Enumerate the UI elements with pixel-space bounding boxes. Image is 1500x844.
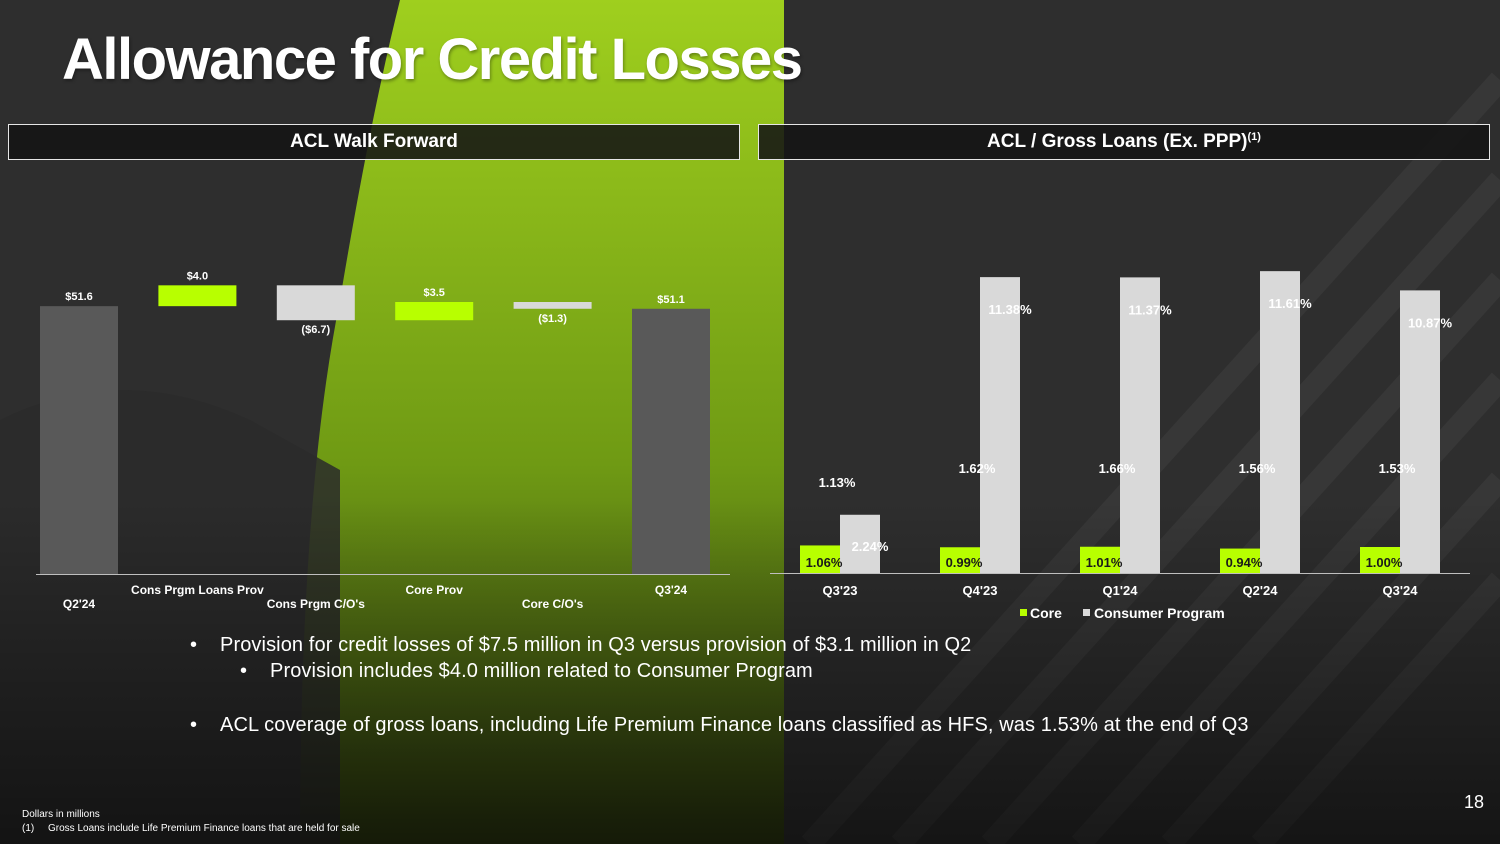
bullet-marker: • [240, 660, 248, 682]
acl-category-label: Q3'23 [823, 583, 858, 598]
waterfall-bar [395, 301, 474, 321]
consumer-program-data-label: 2.24% [852, 539, 889, 554]
waterfall-category-label: Core C/O's [522, 597, 584, 611]
footnotes: Dollars in millions (1) Gross Loans inclu… [22, 808, 360, 836]
core-bar [800, 545, 840, 573]
footnote-units: Dollars in millions [22, 809, 100, 820]
legend-label-core: Core [1030, 605, 1062, 621]
consumer-program-data-label: 11.37% [1128, 302, 1172, 317]
core-data-label: 1.01% [1086, 555, 1123, 570]
consumer-program-data-label: 11.38% [988, 302, 1032, 317]
page-title: Allowance for Credit Losses [62, 27, 803, 92]
core-bar [1080, 546, 1120, 573]
waterfall-category-label: Core Prov [406, 583, 464, 597]
footnote-1: (1) Gross Loans include Life Premium Fina… [22, 822, 360, 836]
core-data-label: 0.99% [946, 555, 983, 570]
total-acl-label: 1.53% [1379, 461, 1416, 476]
acl-category-label: Q3'24 [1383, 583, 1419, 598]
core-data-label: 1.00% [1366, 555, 1403, 570]
core-data-label: 0.94% [1226, 555, 1263, 570]
waterfall-data-label: $51.6 [65, 291, 93, 303]
bullet-item: • Provision for credit losses of $7.5 mil… [190, 634, 971, 657]
consumer-program-data-label: 11.61% [1268, 296, 1312, 311]
consumer-program-data-label: 10.87% [1408, 315, 1453, 330]
acl-category-label: Q2'24 [1243, 583, 1279, 598]
waterfall-data-label: ($6.7) [301, 324, 330, 336]
total-acl-label: 1.13% [819, 475, 856, 490]
core-bar [1360, 547, 1400, 573]
consumer-program-bar [1260, 271, 1300, 573]
acl-category-label: Q4'23 [963, 583, 998, 598]
footnote-number: (1) [22, 823, 35, 834]
core-bar [940, 547, 980, 573]
waterfall-category-label: Cons Prgm Loans Prov [131, 583, 264, 597]
waterfall-category-label: Q3'24 [655, 583, 688, 597]
consumer-program-bar [840, 514, 880, 573]
waterfall-bar [513, 301, 592, 309]
legend-label-consumer-program: Consumer Program [1094, 605, 1225, 621]
acl-category-label: Q1'24 [1103, 583, 1139, 598]
waterfall-data-label: $3.5 [423, 287, 444, 299]
waterfall-category-label: Cons Prgm C/O's [267, 597, 366, 611]
consumer-program-bar [1400, 290, 1440, 573]
acl-walk-forward-header-label: ACL Walk Forward [290, 131, 458, 152]
legend-swatch-core [1020, 609, 1027, 616]
bullet-sub-item: • Provision includes $4.0 million related… [240, 660, 813, 683]
acl-gross-loans-header: ACL / Gross Loans (Ex. PPP)(1) [758, 124, 1490, 160]
bullet-text: Provision includes $4.0 million related … [270, 660, 813, 682]
waterfall-bar [632, 308, 710, 575]
total-acl-label: 1.62% [959, 461, 996, 476]
bullet-text: Provision for credit losses of $7.5 mill… [220, 634, 972, 656]
waterfall-category-label: Q2'24 [63, 597, 96, 611]
consumer-program-bar [1120, 277, 1160, 573]
legend-swatch-consumer-program [1083, 609, 1090, 616]
waterfall-bar [276, 285, 355, 321]
page-number: 18 [1463, 792, 1484, 812]
core-data-label: 1.06% [806, 555, 843, 570]
total-acl-label: 1.66% [1099, 461, 1136, 476]
waterfall-bar [158, 285, 237, 307]
bullet-marker: • [190, 714, 198, 736]
core-bar [1220, 548, 1260, 573]
waterfall-bar [40, 306, 118, 575]
bullet-item: • ACL coverage of gross loans, including … [190, 714, 1249, 737]
waterfall-data-label: ($1.3) [538, 313, 567, 325]
waterfall-data-label: $4.0 [187, 270, 208, 282]
total-acl-label: 1.56% [1239, 461, 1276, 476]
waterfall-data-label: $51.1 [657, 294, 685, 306]
acl-walk-forward-header: ACL Walk Forward [8, 124, 740, 160]
acl-gross-loans-header-label: ACL / Gross Loans (Ex. PPP) [987, 131, 1248, 152]
bullet-marker: • [190, 634, 198, 656]
consumer-program-bar [980, 277, 1020, 573]
footnote-ref: (1) [1247, 131, 1261, 143]
bullet-text: ACL coverage of gross loans, including L… [220, 714, 1249, 736]
footnote-text: Gross Loans include Life Premium Finance… [48, 823, 360, 834]
